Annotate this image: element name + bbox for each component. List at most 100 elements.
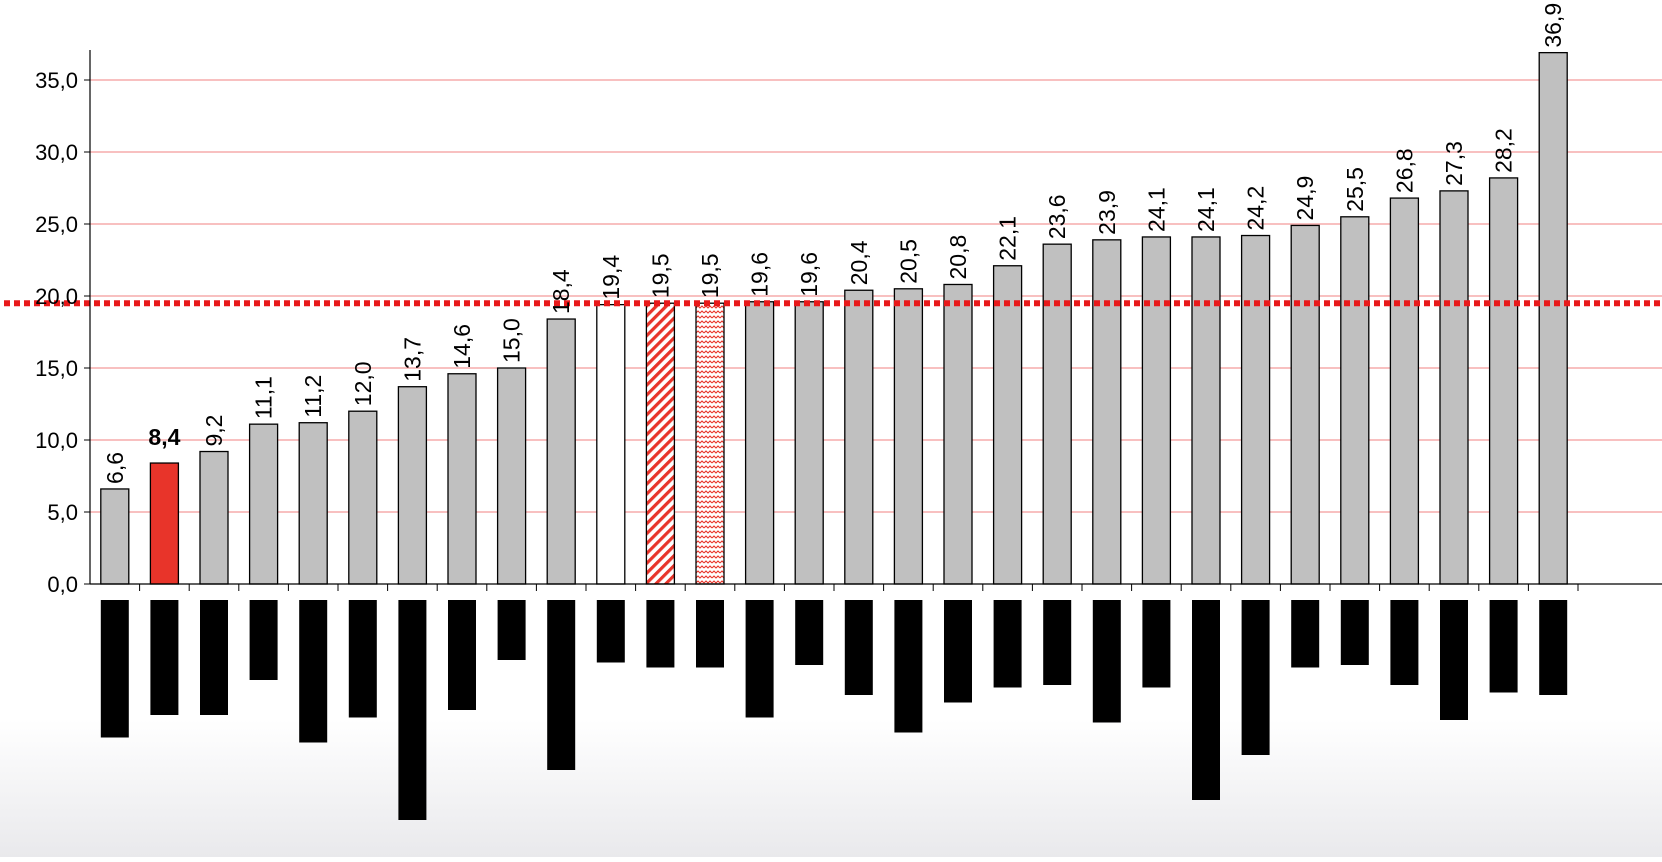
category-label-redacted [646,600,675,668]
y-tick-label: 20,0 [35,284,78,309]
category-label-redacted [1043,600,1072,685]
y-tick-label: 15,0 [35,356,78,381]
y-tick-label: 0,0 [47,572,78,597]
bar-18 [943,283,973,585]
bar-6 [348,410,378,585]
data-label: 19,5 [697,253,723,298]
data-label: 23,9 [1094,190,1120,235]
category-label-redacted [448,600,476,710]
data-label: 9,2 [201,415,227,447]
bar-10 [546,318,576,585]
category-label-redacted [596,600,625,663]
bar-14 [744,301,775,585]
bar-1 [100,488,130,585]
bar-22 [1141,236,1172,585]
category-label-redacted [894,600,923,733]
y-tick-label: 5,0 [47,500,78,525]
category-label-redacted [1539,600,1568,695]
category-label-redacted [398,600,427,820]
data-label: 26,8 [1391,148,1417,193]
bar-20 [1042,243,1072,585]
bar-9 [496,367,527,585]
background-fade [0,720,1662,857]
category-label-redacted [1241,600,1270,755]
bar-29 [1488,177,1519,585]
bar-3 [199,450,229,585]
bar-4 [248,423,279,585]
data-label: 20,8 [945,235,971,280]
data-label: 11,1 [251,376,277,419]
bar-24 [1240,234,1271,585]
data-label: 25,5 [1342,167,1368,212]
category-label-redacted [1390,600,1419,685]
category-label-redacted [993,600,1022,688]
data-labels: 6,6 8,4 9,2 11,1 11,2 12,0 13,7 14,6 15,0 18,4 19,… [102,3,1566,484]
category-label-redacted [795,600,824,665]
bar-5 [298,422,328,585]
y-tick-label: 10,0 [35,428,78,453]
data-label: 22,1 [995,216,1021,261]
category-label-redacted [745,600,774,718]
data-label: 20,4 [846,240,872,285]
category-label-redacted [1291,600,1320,668]
axes: 0,0 5,0 10,0 15,0 20,0 25,0 30,0 35,0 [35,50,1662,597]
data-label: 28,2 [1491,128,1517,173]
bar-23 [1191,236,1221,585]
data-label: 20,5 [895,239,921,284]
data-label: 23,6 [1044,194,1070,239]
bar-26 [1340,216,1370,585]
bar-28 [1439,190,1469,585]
category-label-redacted [944,600,972,703]
data-label: 24,1 [1193,187,1219,232]
y-tick-label: 30,0 [35,140,78,165]
bar-17 [893,288,924,585]
category-label-redacted [200,600,228,715]
bar-27 [1389,197,1420,585]
category-label-redacted [497,600,526,660]
data-label: 19,5 [647,253,673,298]
data-label: 6,6 [102,452,128,484]
category-label-redacted [348,600,377,718]
category-label-redacted [1440,600,1468,720]
category-label-redacted [1340,600,1369,665]
category-label-redacted [299,600,328,743]
data-label: 19,6 [747,252,773,297]
data-label: 18,4 [548,269,574,314]
category-label-redacted [844,600,873,695]
category-label-redacted [1142,600,1171,688]
bar-7 [397,386,428,585]
bar-19 [992,265,1023,585]
data-label: 36,9 [1540,3,1566,48]
data-label: 15,0 [499,318,525,363]
data-label: 8,4 [148,424,180,450]
bar-16 [844,289,874,585]
bar-12 [645,302,676,585]
data-label: 27,3 [1441,141,1467,186]
category-label-redacted [249,600,278,680]
data-label: 11,2 [300,375,326,418]
category-labels [100,600,1568,820]
y-tick-label: 35,0 [35,68,78,93]
category-label-redacted [150,600,179,715]
bar-25 [1290,224,1320,585]
bar-11 [596,303,626,585]
bars [100,51,1568,585]
category-label-redacted [547,600,576,770]
data-label: 14,6 [449,324,475,369]
data-label: 12,0 [350,361,376,406]
data-label: 24,9 [1292,176,1318,221]
category-label-redacted [100,600,129,738]
category-label-redacted [1192,600,1220,800]
category-label-redacted [1489,600,1518,693]
data-label: 19,6 [796,252,822,297]
bar-2 [149,462,180,585]
data-label: 24,1 [1143,187,1169,232]
bar-30 [1538,51,1568,585]
data-label: 13,7 [399,337,425,382]
bar-13 [695,302,725,585]
category-label-redacted [696,600,724,668]
bar-8 [447,373,477,585]
bar-21 [1092,239,1122,585]
